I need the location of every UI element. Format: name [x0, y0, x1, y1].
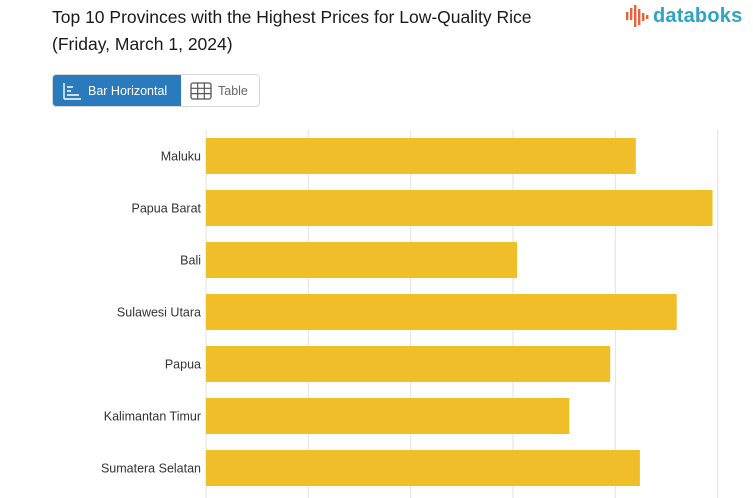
- view-toggle: Bar Horizontal Table: [52, 74, 260, 107]
- logo-bars-icon: [626, 5, 649, 27]
- bar-papua[interactable]: [206, 346, 611, 382]
- table-icon: [190, 81, 212, 100]
- logo-text: databoks: [653, 4, 743, 27]
- databoks-logo[interactable]: databoks: [625, 3, 742, 29]
- category-label: Kalimantan Timur: [104, 410, 201, 424]
- bar-horizontal-button[interactable]: Bar Horizontal: [53, 75, 181, 106]
- bar-kalimantan-timur[interactable]: [206, 398, 570, 434]
- bar-horizontal-label: Bar Horizontal: [88, 83, 168, 98]
- category-label: Papua Barat: [132, 202, 202, 216]
- category-label: Papua: [165, 358, 201, 372]
- bar-bali[interactable]: [206, 242, 518, 278]
- chart-title-line2: (Friday, March 1, 2024): [52, 34, 233, 54]
- bar-sulawesi-utara[interactable]: [206, 294, 677, 330]
- table-button[interactable]: Table: [181, 75, 259, 106]
- bar-sumatera-selatan[interactable]: [206, 450, 640, 486]
- bar-chart-icon: [63, 82, 81, 100]
- category-label: Sulawesi Utara: [117, 306, 201, 320]
- bar-papua-barat[interactable]: [206, 190, 713, 226]
- category-label: Bali: [180, 254, 201, 268]
- chart-title-line1: Top 10 Provinces with the Highest Prices…: [52, 7, 532, 27]
- chart-title: Top 10 Provinces with the Highest Prices…: [52, 4, 612, 58]
- category-label: Maluku: [161, 150, 201, 164]
- table-label: Table: [218, 83, 248, 98]
- bar-maluku[interactable]: [206, 138, 636, 174]
- category-label: Sumatera Selatan: [101, 462, 201, 476]
